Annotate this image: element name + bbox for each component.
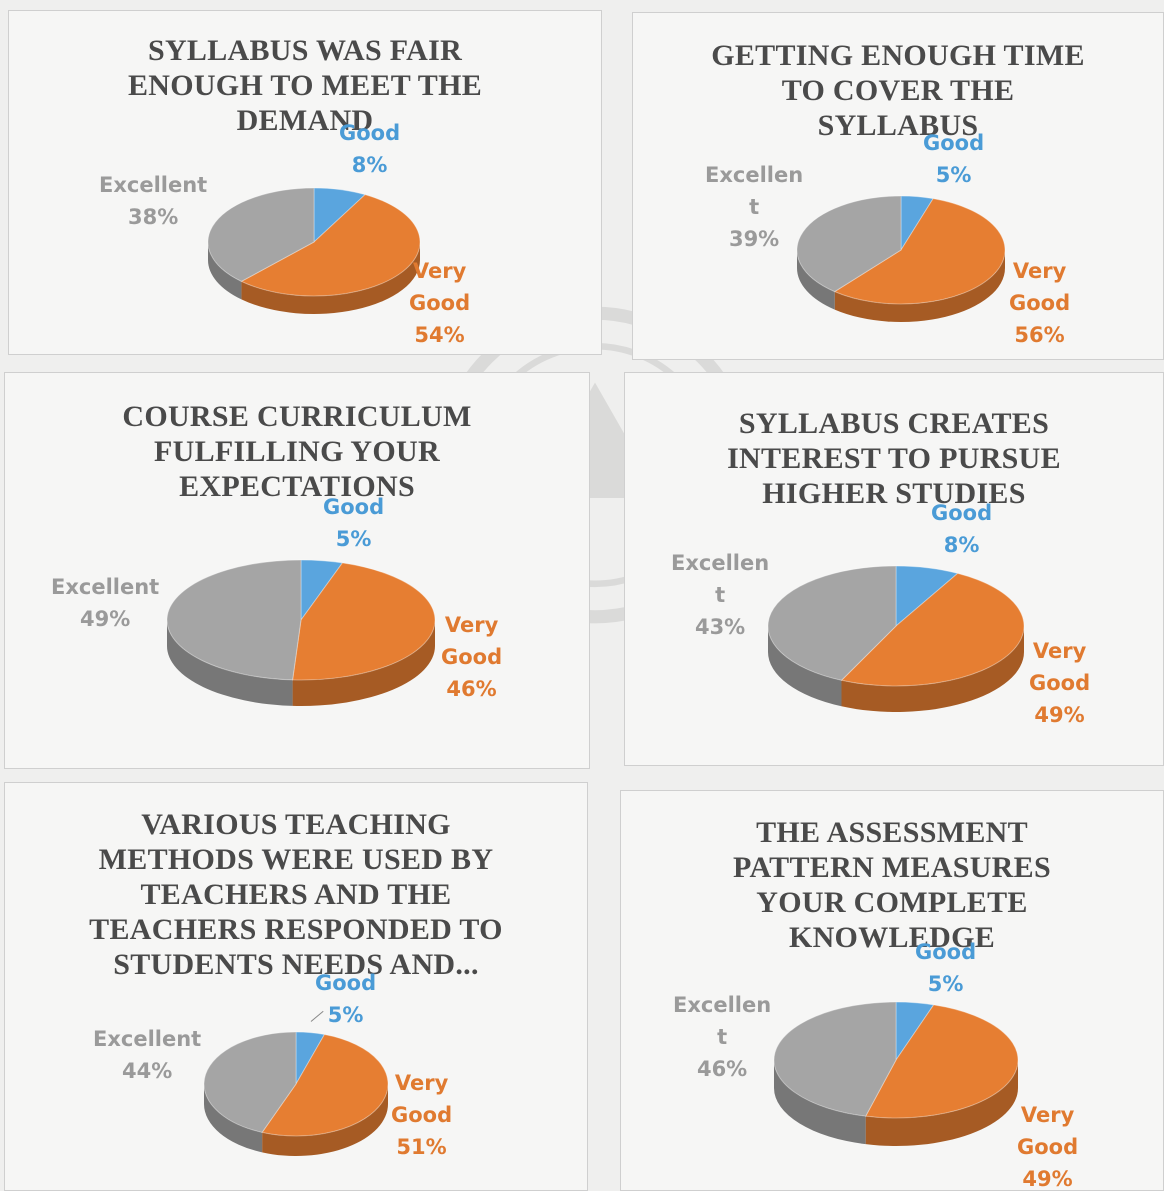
chart-panel-5: VARIOUS TEACHING METHODS WERE USED BY TE… [4, 782, 588, 1191]
pie-side-excellent [774, 1060, 866, 1145]
slice-label-good: Good 5% [915, 940, 977, 996]
slice-label-good: Good 5% [923, 131, 985, 187]
pie-slice-excellent [773, 1001, 897, 1117]
pie-side-very-good [865, 1060, 1018, 1146]
pie-slice-very-good [864, 1004, 1019, 1119]
pie-slice-very-good [292, 562, 436, 681]
slice-label-good: Good 8% [339, 121, 401, 177]
pie-slice-excellent [207, 187, 315, 282]
pie-slice-good [295, 1031, 326, 1086]
pie-side-excellent [167, 620, 293, 706]
pie-side-excellent [204, 1084, 263, 1153]
slice-label-very-good: Very Good 49% [1017, 1103, 1079, 1191]
pie-slice-excellent [203, 1031, 297, 1133]
slice-label-good: Good 5% [315, 971, 377, 1027]
chart-panel-2: GETTING ENOUGH TIME TO COVER THE SYLLABU… [632, 12, 1164, 360]
slice-label-very-good: Very Good 56% [1009, 259, 1071, 347]
pie-side-very-good [241, 242, 420, 314]
pie-slice-excellent [767, 565, 897, 681]
chart-title: THE ASSESSMENT PATTERN MEASURES YOUR COM… [733, 816, 1051, 954]
pie-slice-very-good [833, 198, 1006, 305]
slice-label-excellent: Excellen t 46% [673, 993, 772, 1081]
slice-label-excellent: Excellent 49% [51, 575, 160, 631]
pie-slice-very-good [261, 1033, 389, 1137]
slice-label-good: Good 5% [323, 495, 385, 551]
slice-label-good: Good 8% [931, 501, 993, 557]
pie-chart [203, 1031, 389, 1156]
chart-panel-4: SYLLABUS CREATES INTEREST TO PURSUE HIGH… [624, 372, 1164, 766]
chart-title: COURSE CURRICULUM FULFILLING YOUR EXPECT… [122, 400, 472, 503]
pie-slice-good [313, 187, 367, 244]
chart-title: GETTING ENOUGH TIME TO COVER THE SYLLABU… [711, 39, 1085, 142]
chart-panel-3: COURSE CURRICULUM FULFILLING YOUR EXPECT… [4, 372, 590, 769]
pie-slice-very-good [840, 572, 1025, 687]
pie-side-very-good [292, 620, 435, 706]
pie-side-very-good [834, 250, 1005, 322]
slice-label-excellent: Excellent 38% [99, 173, 208, 229]
pie-slice-good [900, 195, 934, 252]
chart-panel-1: SYLLABUS WAS FAIR ENOUGH TO MEET THE DEM… [8, 10, 602, 355]
pie-side-very-good [262, 1084, 388, 1156]
pie-side-excellent [768, 626, 842, 707]
slice-label-very-good: Very Good 46% [441, 613, 503, 701]
pie-chart [767, 565, 1025, 712]
pie-side-excellent [797, 250, 835, 310]
slice-label-excellent: Excellent 44% [93, 1027, 202, 1083]
pie-side-very-good [841, 626, 1024, 712]
pie-side-excellent [208, 242, 242, 300]
pie-slice-excellent [166, 559, 302, 681]
pie-slice-excellent [796, 195, 902, 293]
slice-label-excellent: Excellen t 39% [705, 163, 804, 251]
chart-panel-6: THE ASSESSMENT PATTERN MEASURES YOUR COM… [620, 790, 1164, 1191]
pie-chart [207, 187, 421, 314]
chart-title: SYLLABUS WAS FAIR ENOUGH TO MEET THE DEM… [127, 34, 483, 137]
slice-label-excellent: Excellen t 43% [671, 551, 770, 639]
pie-chart [773, 1001, 1019, 1146]
pie-slice-very-good [240, 194, 421, 297]
pie-slice-good [300, 559, 344, 622]
slice-label-very-good: Very Good 54% [409, 259, 471, 347]
chart-title: SYLLABUS CREATES INTEREST TO PURSUE HIGH… [727, 407, 1061, 510]
slice-label-very-good: Very Good 49% [1029, 639, 1091, 727]
pie-chart [166, 559, 436, 706]
pie-chart [796, 195, 1006, 322]
pie-slice-good [895, 565, 959, 628]
pie-slice-good [895, 1001, 935, 1062]
chart-title: VARIOUS TEACHING METHODS WERE USED BY TE… [89, 808, 503, 981]
slice-label-very-good: Very Good 51% [391, 1071, 453, 1159]
